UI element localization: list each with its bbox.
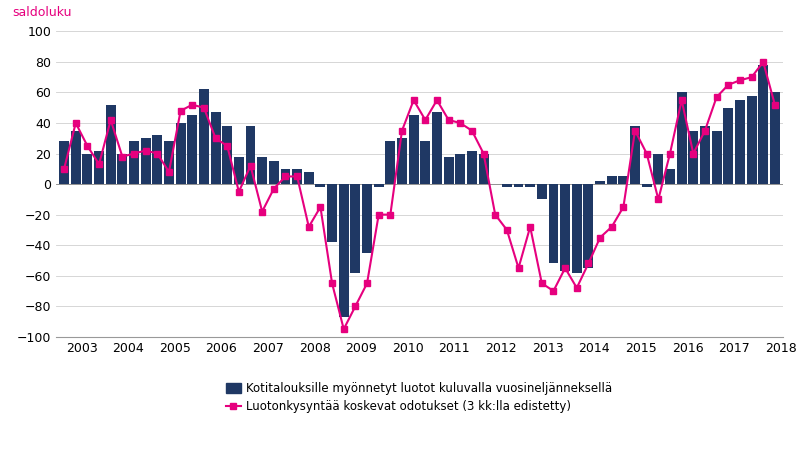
Bar xyxy=(420,141,430,184)
Bar xyxy=(245,126,256,184)
Bar xyxy=(689,131,698,184)
Bar xyxy=(758,65,768,184)
Bar xyxy=(351,184,360,273)
Bar xyxy=(560,184,570,271)
Bar xyxy=(117,154,127,184)
Bar xyxy=(71,131,81,184)
Bar xyxy=(583,184,594,268)
Bar xyxy=(432,112,442,184)
Bar xyxy=(211,112,221,184)
Bar xyxy=(549,184,559,264)
Bar xyxy=(105,105,116,184)
Bar xyxy=(222,126,233,184)
Bar xyxy=(642,184,652,187)
Bar xyxy=(153,135,162,184)
Bar xyxy=(723,108,733,184)
Bar xyxy=(374,184,384,187)
Bar xyxy=(443,157,454,184)
Bar xyxy=(735,100,745,184)
Bar xyxy=(187,115,197,184)
Bar xyxy=(537,184,547,199)
Bar xyxy=(606,176,617,184)
Bar xyxy=(654,154,663,184)
Bar xyxy=(572,184,582,273)
Bar xyxy=(595,181,605,184)
Bar xyxy=(525,184,535,187)
Bar xyxy=(82,154,93,184)
Bar xyxy=(327,184,337,242)
Bar xyxy=(280,169,290,184)
Bar xyxy=(397,138,407,184)
Legend: Kotitalouksille myönnetyt luotot kuluvalla vuosineljänneksellä, Luotonkysyntää k: Kotitalouksille myönnetyt luotot kuluval… xyxy=(226,383,613,413)
Bar xyxy=(467,150,477,184)
Bar xyxy=(269,161,279,184)
Bar xyxy=(141,138,150,184)
Bar xyxy=(514,184,523,187)
Bar xyxy=(129,141,139,184)
Bar xyxy=(257,157,267,184)
Bar xyxy=(479,154,488,184)
Bar xyxy=(164,141,174,184)
Bar xyxy=(176,123,185,184)
Bar xyxy=(59,141,69,184)
Bar xyxy=(455,154,465,184)
Bar xyxy=(746,96,757,184)
Bar xyxy=(677,92,686,184)
Bar xyxy=(618,176,628,184)
Bar xyxy=(700,126,710,184)
Bar xyxy=(770,92,780,184)
Bar xyxy=(339,184,348,317)
Bar xyxy=(385,141,396,184)
Bar xyxy=(199,89,209,184)
Bar xyxy=(304,172,314,184)
Bar xyxy=(234,157,244,184)
Bar xyxy=(94,150,104,184)
Bar xyxy=(665,169,675,184)
Bar xyxy=(292,169,302,184)
Bar xyxy=(362,184,372,253)
Bar xyxy=(502,184,512,187)
Bar xyxy=(630,126,640,184)
Bar xyxy=(409,115,419,184)
Text: saldoluku: saldoluku xyxy=(12,6,72,19)
Bar xyxy=(316,184,325,187)
Bar xyxy=(712,131,721,184)
